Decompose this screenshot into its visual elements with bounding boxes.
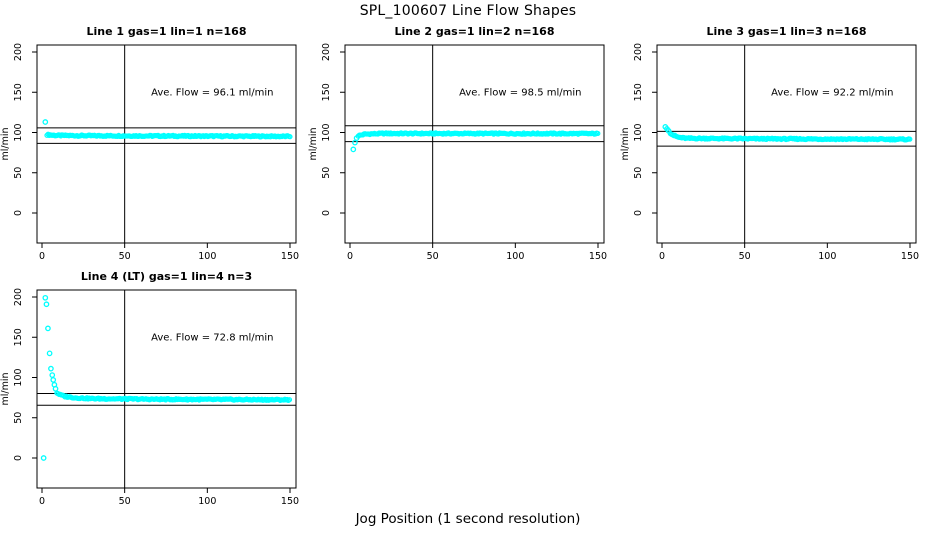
data-points xyxy=(662,124,913,143)
data-point xyxy=(40,455,47,461)
y-tick-label: 50 xyxy=(633,167,644,179)
y-tick-label: 200 xyxy=(633,43,644,61)
y-tick-label: 150 xyxy=(633,83,644,101)
data-point xyxy=(595,130,601,137)
y-tick-label: 0 xyxy=(13,210,24,216)
x-tick-label: 50 xyxy=(119,251,131,262)
x-tick-label: 0 xyxy=(39,251,45,262)
x-tick-label: 0 xyxy=(659,251,665,262)
y-tick-label: 200 xyxy=(13,288,24,306)
data-point xyxy=(350,146,357,153)
plot-box xyxy=(36,289,297,489)
y-tick-label: 150 xyxy=(13,83,24,101)
y-tick-label: 0 xyxy=(321,210,332,216)
x-tick-label: 150 xyxy=(589,251,607,262)
x-tick-label: 0 xyxy=(39,496,45,507)
data-point xyxy=(50,377,57,383)
panel-title: Line 2 gas=1 lin=2 n=168 xyxy=(394,25,554,38)
y-axis-label: ml/min xyxy=(0,372,11,405)
panel-title: Line 4 (LT) gas=1 lin=4 n=3 xyxy=(81,270,252,283)
x-tick-label: 50 xyxy=(739,251,751,262)
y-axis-label: ml/min xyxy=(0,127,11,160)
data-points xyxy=(42,119,293,140)
data-point xyxy=(48,365,54,372)
plot-box xyxy=(344,44,605,244)
y-tick-label: 150 xyxy=(13,328,24,346)
x-axis-label: Jog Position (1 second resolution) xyxy=(355,511,581,527)
data-points xyxy=(350,130,601,153)
y-tick-label: 200 xyxy=(13,43,24,61)
y-axis-label: ml/min xyxy=(620,127,631,160)
data-point xyxy=(287,134,293,140)
x-tick-label: 150 xyxy=(901,251,919,262)
flow-panel-1: Line 1 gas=1 lin=1 n=168 0 50 100 150 0 50 100 1… xyxy=(0,25,299,262)
data-point xyxy=(907,136,913,142)
data-point xyxy=(42,119,49,125)
flow-panel-2: Line 2 gas=1 lin=2 n=168 0 50 100 150 0 50 100 1… xyxy=(308,25,607,262)
data-point xyxy=(286,397,293,403)
flow-panel-4: Line 4 (LT) gas=1 lin=4 n=3 0 50 100 150 0 50 1… xyxy=(0,270,299,507)
annotation-ave-flow: Ave. Flow = 72.8 ml/min xyxy=(151,332,273,343)
data-point xyxy=(49,372,56,378)
plot-box xyxy=(656,44,917,244)
x-tick-label: 100 xyxy=(818,251,836,262)
annotation-ave-flow: Ave. Flow = 98.5 ml/min xyxy=(459,87,581,98)
y-tick-label: 50 xyxy=(321,167,332,179)
x-tick-label: 0 xyxy=(347,251,353,262)
x-tick-label: 150 xyxy=(281,251,299,262)
panel-title: Line 1 gas=1 lin=1 n=168 xyxy=(86,25,246,38)
figure-title: SPL_100607 Line Flow Shapes xyxy=(359,3,577,19)
plot-box xyxy=(36,44,297,244)
panel-title: Line 3 gas=1 lin=3 n=168 xyxy=(706,25,866,38)
y-tick-label: 100 xyxy=(633,123,644,141)
data-point xyxy=(42,294,49,301)
data-point xyxy=(45,325,51,332)
x-tick-label: 100 xyxy=(198,251,216,262)
data-point xyxy=(46,350,53,357)
y-tick-label: 150 xyxy=(321,83,332,101)
x-tick-label: 50 xyxy=(119,496,131,507)
x-tick-label: 150 xyxy=(281,496,299,507)
annotation-ave-flow: Ave. Flow = 96.1 ml/min xyxy=(151,87,273,98)
y-axis-label: ml/min xyxy=(308,127,319,160)
x-tick-label: 50 xyxy=(427,251,439,262)
y-tick-label: 0 xyxy=(633,210,644,216)
x-tick-label: 100 xyxy=(506,251,524,262)
y-tick-label: 200 xyxy=(321,43,332,61)
y-tick-label: 100 xyxy=(13,368,24,386)
y-tick-label: 100 xyxy=(13,123,24,141)
data-point xyxy=(352,139,358,146)
x-tick-label: 100 xyxy=(198,496,216,507)
data-points xyxy=(40,294,293,461)
data-point xyxy=(43,301,50,308)
annotation-ave-flow: Ave. Flow = 92.2 ml/min xyxy=(771,87,893,98)
y-tick-label: 100 xyxy=(321,123,332,141)
y-tick-label: 50 xyxy=(13,167,24,179)
flow-panel-3: Line 3 gas=1 lin=3 n=168 0 50 100 150 0 50 100 1… xyxy=(620,25,919,262)
y-tick-label: 50 xyxy=(13,412,24,424)
y-tick-label: 0 xyxy=(13,455,24,461)
